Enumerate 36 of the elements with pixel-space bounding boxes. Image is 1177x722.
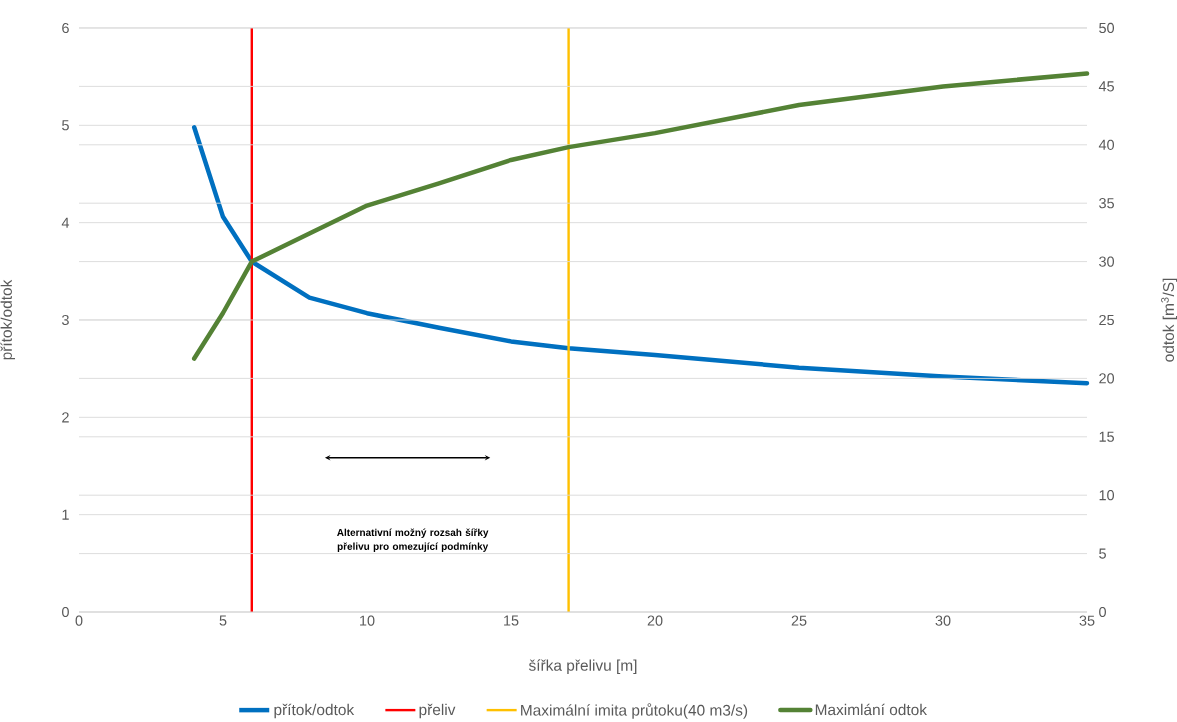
x-axis-title: šířka přelivu [m] [528, 659, 637, 674]
x-tick-label: 35 [1079, 615, 1095, 626]
y-tick-label: 2 [62, 412, 69, 423]
y2-tick-label: 15 [1099, 431, 1114, 442]
y-tick-label: 3 [61, 314, 69, 326]
x-tick-label: 5 [219, 615, 227, 626]
y2-tick-label: 5 [1099, 548, 1106, 559]
y-axis-title: přítok/odtok [0, 279, 15, 360]
y2-tick-label: 25 [1099, 314, 1114, 326]
y2-axis-title: odtok [m$^{3}$/S] [1161, 278, 1177, 362]
x-tick-label: 20 [647, 615, 663, 626]
y2-tick-label: 20 [1099, 373, 1115, 384]
legend-label: Maximlání odtok [815, 703, 928, 716]
y-tick-label: 1 [62, 509, 69, 520]
x-tick-label: 10 [360, 615, 375, 626]
y2-tick-label: 35 [1099, 198, 1114, 209]
y2-tick-label: 30 [1099, 256, 1115, 267]
line-series [191, 71, 1090, 361]
y-tick-label: 6 [62, 22, 69, 34]
legend-label: přítok/odtok [274, 703, 355, 719]
annotation: Alternativní možný rozsah šířky přelivu pro omezující podmínky [337, 528, 489, 552]
y-tick-label: 4 [61, 217, 70, 228]
x-tick-label: 25 [791, 615, 807, 626]
x-tick-label: 15 [504, 615, 519, 626]
x-tick-label: 30 [935, 615, 951, 626]
y2-tick-label: 0 [1099, 606, 1106, 618]
x-tick-label: 0 [75, 615, 83, 626]
legend-label: přeliv [419, 703, 456, 719]
y-tick-label: 0 [62, 606, 69, 618]
line-series [191, 125, 1090, 386]
y2-tick-label: 10 [1099, 490, 1115, 501]
y2-tick-label: 50 [1099, 22, 1115, 34]
y2-tick-label: 40 [1098, 139, 1115, 150]
y2-tick-label: 45 [1098, 81, 1114, 92]
y-tick-label: 5 [62, 120, 69, 131]
legend-label: Maximální imita průtoku(40 m3/s) [521, 703, 748, 719]
